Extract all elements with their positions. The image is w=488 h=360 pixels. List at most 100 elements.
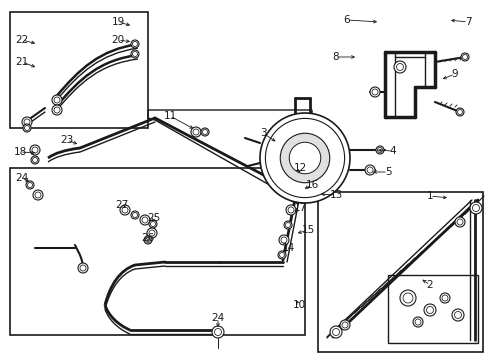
- Circle shape: [339, 320, 349, 330]
- Circle shape: [140, 215, 150, 225]
- Circle shape: [202, 130, 207, 135]
- Text: 15: 15: [301, 225, 314, 235]
- Text: 17: 17: [293, 203, 306, 213]
- Text: 24: 24: [15, 173, 29, 183]
- Bar: [317, 192, 482, 352]
- Circle shape: [131, 211, 139, 219]
- Circle shape: [471, 204, 479, 212]
- Circle shape: [412, 317, 422, 327]
- Circle shape: [149, 230, 155, 236]
- Circle shape: [33, 190, 43, 200]
- Circle shape: [460, 53, 468, 61]
- Circle shape: [457, 109, 462, 114]
- Circle shape: [35, 192, 41, 198]
- Text: 10: 10: [292, 300, 305, 310]
- Circle shape: [280, 133, 329, 183]
- Circle shape: [293, 171, 298, 176]
- Circle shape: [24, 126, 29, 131]
- Circle shape: [287, 207, 293, 213]
- Circle shape: [191, 127, 201, 137]
- Text: 7: 7: [464, 17, 470, 27]
- Text: 26: 26: [141, 233, 154, 243]
- Circle shape: [132, 41, 137, 46]
- Circle shape: [341, 322, 347, 328]
- Circle shape: [32, 147, 38, 153]
- Circle shape: [451, 309, 463, 321]
- Text: 25: 25: [147, 213, 160, 223]
- Circle shape: [377, 148, 382, 153]
- Circle shape: [455, 108, 463, 116]
- Text: 11: 11: [163, 111, 176, 121]
- Circle shape: [131, 40, 139, 48]
- Text: 21: 21: [15, 57, 29, 67]
- Text: 2: 2: [426, 280, 432, 290]
- Circle shape: [402, 293, 412, 303]
- Circle shape: [24, 119, 30, 125]
- Text: 14: 14: [281, 243, 294, 253]
- Circle shape: [78, 263, 88, 273]
- Circle shape: [30, 145, 40, 155]
- Circle shape: [150, 221, 155, 226]
- Circle shape: [371, 89, 377, 95]
- Circle shape: [439, 293, 449, 303]
- Circle shape: [279, 252, 284, 257]
- Circle shape: [142, 217, 148, 223]
- Circle shape: [393, 61, 405, 73]
- Circle shape: [423, 304, 435, 316]
- Circle shape: [132, 212, 137, 217]
- Circle shape: [52, 105, 62, 115]
- Circle shape: [281, 237, 286, 243]
- Circle shape: [305, 190, 310, 195]
- Text: 20: 20: [111, 35, 124, 45]
- Circle shape: [396, 63, 403, 71]
- Circle shape: [414, 319, 420, 325]
- Bar: [10, 168, 305, 335]
- Text: 6: 6: [343, 15, 349, 25]
- Circle shape: [293, 181, 299, 187]
- Text: 8: 8: [332, 52, 339, 62]
- Circle shape: [285, 222, 290, 228]
- Circle shape: [80, 265, 86, 271]
- Circle shape: [399, 290, 415, 306]
- Circle shape: [32, 158, 38, 162]
- Text: 23: 23: [60, 135, 74, 145]
- Text: 3: 3: [259, 128, 266, 138]
- Bar: [10, 12, 148, 128]
- Circle shape: [291, 179, 302, 189]
- Text: 19: 19: [111, 17, 124, 27]
- Circle shape: [291, 170, 299, 178]
- Circle shape: [27, 183, 32, 188]
- Circle shape: [122, 207, 128, 213]
- Circle shape: [291, 195, 296, 201]
- Text: 16: 16: [305, 180, 318, 190]
- Circle shape: [132, 51, 137, 57]
- Circle shape: [260, 113, 349, 203]
- Circle shape: [366, 167, 372, 173]
- Circle shape: [453, 311, 461, 319]
- Circle shape: [426, 306, 433, 314]
- Text: 12: 12: [293, 163, 306, 173]
- Circle shape: [454, 217, 464, 227]
- Circle shape: [285, 205, 295, 215]
- Circle shape: [26, 181, 34, 189]
- Circle shape: [145, 238, 150, 243]
- Circle shape: [278, 251, 285, 259]
- Circle shape: [23, 124, 31, 132]
- Circle shape: [54, 97, 60, 103]
- Circle shape: [120, 205, 130, 215]
- Circle shape: [441, 295, 447, 301]
- Text: 27: 27: [115, 200, 128, 210]
- Circle shape: [304, 189, 311, 197]
- Text: 9: 9: [451, 69, 457, 79]
- Circle shape: [22, 117, 32, 127]
- Circle shape: [332, 328, 339, 336]
- Text: 4: 4: [389, 146, 395, 156]
- Circle shape: [131, 50, 139, 58]
- Circle shape: [193, 129, 199, 135]
- Circle shape: [462, 54, 467, 59]
- Circle shape: [375, 146, 383, 154]
- Text: 13: 13: [329, 190, 342, 200]
- Circle shape: [364, 165, 374, 175]
- Circle shape: [147, 228, 157, 238]
- Circle shape: [289, 194, 297, 202]
